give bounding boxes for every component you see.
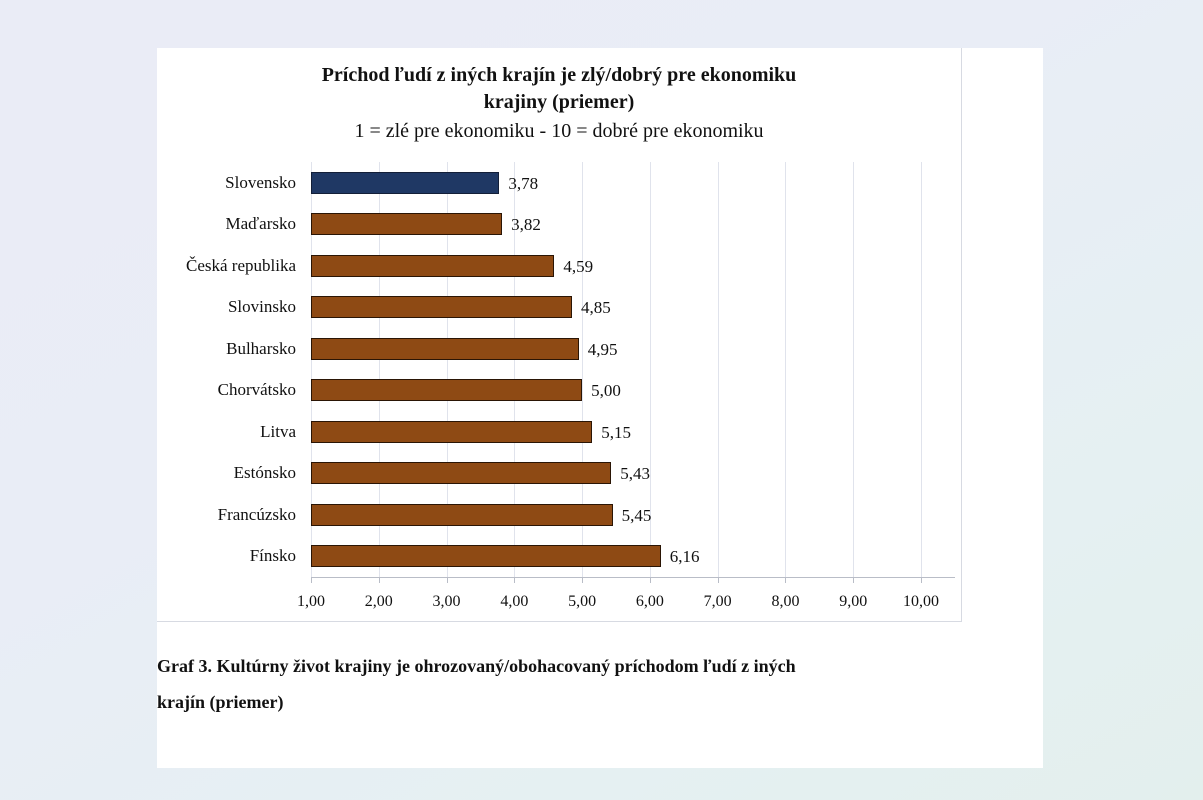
x-axis-tick (785, 577, 787, 583)
gridline (378, 162, 380, 577)
category-label: Chorvátsko (217, 380, 296, 400)
gridline (853, 162, 855, 577)
figure-caption-line2: krajín (priemer) (157, 692, 284, 712)
x-axis-tick (514, 577, 516, 583)
category-label: Slovensko (225, 172, 296, 192)
category-label: Fínsko (249, 546, 296, 566)
x-axis-tick (446, 577, 448, 583)
bar-value-label: 5,00 (591, 381, 621, 401)
category-label: Estónsko (233, 463, 296, 483)
bar-value-label: 4,95 (587, 339, 618, 359)
x-axis-tick (378, 577, 380, 583)
gridline (921, 162, 922, 577)
category-label: Slovinsko (227, 297, 296, 317)
bar-value-label: 6,16 (669, 547, 700, 567)
bar (311, 545, 661, 568)
x-axis-tick (311, 577, 312, 583)
bar-highlighted (311, 171, 500, 194)
x-axis-tick (921, 577, 922, 583)
chart-title-line2: krajiny (priemer) (483, 91, 635, 113)
category-label: Litva (260, 421, 296, 441)
x-axis-tick (582, 577, 584, 583)
bar (311, 420, 593, 443)
figure-caption-line1: Graf 3. Kultúrny život krajiny je ohrozo… (157, 656, 796, 676)
bar-value-label: 4,85 (580, 298, 611, 318)
x-tick-label: 9,00 (839, 593, 868, 610)
bar (311, 337, 579, 360)
chart-subtitle: 1 = zlé pre ekonomiku - 10 = dobré pre e… (354, 120, 764, 142)
gridline (446, 162, 448, 577)
gridline (785, 162, 787, 577)
bar (311, 379, 583, 402)
x-tick-label: 5,00 (568, 593, 597, 610)
gridline (514, 162, 516, 577)
category-label: Bulharsko (226, 338, 296, 358)
x-tick-label: 4,00 (500, 593, 529, 610)
gridline (717, 162, 719, 577)
x-tick-label: 8,00 (771, 593, 800, 610)
bar (311, 503, 613, 526)
chart-title: Príchod ľudí z iných krajín je zlý/dobrý… (157, 62, 961, 116)
bar-value-label: 3,78 (508, 173, 539, 193)
bar-value-label: 5,45 (621, 505, 652, 525)
x-tick-label: 6,00 (635, 593, 664, 610)
figure-caption: Graf 3. Kultúrny život krajiny je ohrozo… (157, 648, 947, 720)
bar (311, 213, 503, 236)
bar (311, 254, 555, 277)
x-tick-label: 7,00 (703, 593, 732, 610)
category-label: Francúzsko (217, 504, 296, 524)
bar-value-label: 4,59 (563, 256, 594, 276)
bar-value-label: 5,43 (620, 464, 650, 484)
x-axis-tick (717, 577, 719, 583)
gridline (649, 162, 651, 577)
x-tick-label: 10,00 (903, 593, 939, 610)
category-label: Maďarsko (225, 214, 296, 234)
gridline (582, 162, 584, 577)
bar (311, 462, 612, 485)
bar-value-label: 3,82 (511, 215, 541, 235)
category-label: Česká republika (186, 255, 296, 275)
bar (311, 296, 572, 319)
x-axis-tick (853, 577, 855, 583)
gridline (311, 162, 312, 577)
plot-area (311, 162, 955, 583)
bar-value-label: 5,15 (601, 422, 632, 442)
x-tick-label: 3,00 (432, 593, 461, 610)
x-tick-label: 1,00 (297, 593, 325, 610)
chart-title-line1: Príchod ľudí z iných krajín je zlý/dobrý… (321, 64, 797, 86)
chart-frame: Príchod ľudí z iných krajín je zlý/dobrý… (157, 48, 962, 622)
x-tick-label: 2,00 (364, 593, 393, 610)
x-axis-tick (649, 577, 651, 583)
